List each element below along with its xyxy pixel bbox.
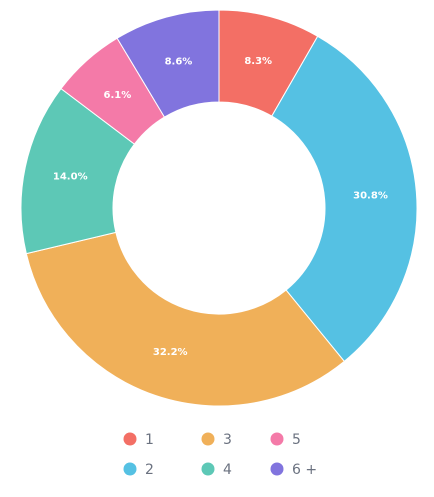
legend-swatch: [270, 462, 284, 476]
legend-label: 4: [223, 462, 232, 478]
legend-label: 1: [145, 432, 154, 448]
legend-item-2[interactable]: 2: [123, 462, 154, 478]
legend-label: 5: [292, 432, 301, 448]
slice-6plus[interactable]: [116, 9, 220, 118]
legend-item-3[interactable]: 3: [201, 432, 232, 448]
legend-item-4[interactable]: 4: [201, 462, 233, 478]
slice-value-label: 32.2%: [153, 347, 188, 358]
legend-swatch: [270, 432, 284, 446]
legend-swatch: [123, 462, 137, 476]
legend-item-1[interactable]: 1: [123, 432, 154, 448]
legend-item-5[interactable]: 5: [270, 432, 301, 448]
slice-value-label: 14.0%: [53, 172, 88, 183]
slice-2[interactable]: [271, 35, 418, 363]
legend-label: 6 +: [292, 462, 317, 478]
legend-label: 3: [223, 432, 232, 448]
legend-swatch: [123, 432, 137, 446]
slice-value-label: 30.8%: [353, 191, 388, 202]
slice-value-label: 8.6%: [165, 57, 193, 68]
chart-slice-labels: 8.3% 30.8% 32.2% 14.0% 6.1% 8.6%: [53, 56, 388, 358]
legend-label: 2: [145, 462, 154, 478]
legend-item-6plus[interactable]: 6 +: [270, 462, 318, 478]
legend-swatch: [201, 432, 215, 446]
slice-3[interactable]: [25, 231, 345, 407]
chart-slices: [20, 9, 418, 407]
slice-value-label: 6.1%: [104, 90, 132, 101]
chart-legend: 1 3 5 2 4 6 +: [123, 432, 318, 478]
slice-value-label: 8.3%: [244, 56, 272, 67]
legend-swatch: [201, 462, 215, 476]
